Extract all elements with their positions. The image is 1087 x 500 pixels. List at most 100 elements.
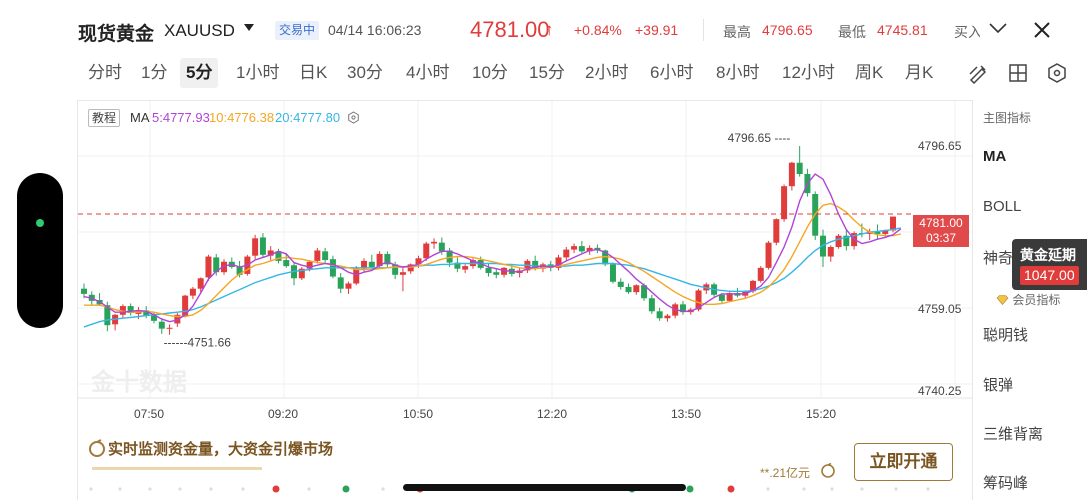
candle-body [438,242,445,252]
sidebar-item-boll[interactable]: BOLL [983,198,1022,215]
candle-body [609,264,616,282]
diamond-icon [996,295,1009,305]
x-tick-label: 07:50 [134,407,165,421]
banner-dot [118,487,122,491]
candle-body [890,216,896,231]
candle-body [236,266,243,275]
tab-period[interactable]: 4小时 [406,63,450,82]
x-tick-label: 13:50 [671,407,702,421]
candle-body [648,298,655,312]
candle-body [641,285,648,299]
candle-body [617,281,624,287]
candle-body [298,268,305,279]
tab-period[interactable]: 1小时 [236,63,280,82]
high-annotation: 4796.65 ---- [728,131,791,145]
quote-datetime: 04/14 16:06:23 [328,22,422,38]
candle-body [407,264,414,272]
candle-body [679,304,686,313]
banner-dot [209,487,213,491]
candle-body [81,288,87,294]
candle-body [633,285,640,293]
candle-body [415,258,422,265]
promo-card[interactable]: 黄金延期 1047.00 [1012,239,1087,290]
floating-handle[interactable] [17,173,63,328]
ma-settings-icon[interactable] [347,111,360,124]
up-arrow-icon: ↑ [545,20,554,39]
candle-body [143,310,150,316]
instrument-title: 现货黄金 [78,24,155,45]
candle-body [275,251,282,261]
low-annotation: ------4751.66 [164,336,232,350]
tab-period-active[interactable]: 5分 [180,58,219,88]
candle-body [843,235,850,247]
sidebar-item-silver-bullet[interactable]: 银弹 [983,377,1014,394]
banner-dot [89,487,93,491]
candle-body [493,272,500,275]
settings-hexagon-icon[interactable] [1046,62,1068,84]
tab-period[interactable]: 1分 [141,63,168,82]
tutorial-button[interactable]: 教程 [88,109,121,127]
tab-period[interactable]: 8小时 [716,63,760,82]
period-tabs: 分时 1分 5分 1小时 日K 30分 4小时 10分 15分 2小时 6小时 … [0,58,1087,88]
candle-body [267,250,274,256]
candle-body [664,315,671,319]
banner-dot [686,485,694,493]
tab-period[interactable]: 30分 [347,63,383,82]
tab-period[interactable]: 2小时 [585,63,629,82]
candle-body [796,162,803,175]
candle-body [399,272,406,275]
tab-period[interactable]: 分时 [88,63,122,82]
x-tick-label: 10:50 [403,407,434,421]
candle-body [423,243,430,259]
candle-body [104,305,111,326]
symbol-dropdown-icon[interactable] [244,24,254,31]
candle-body [749,280,756,292]
tab-period[interactable]: 15分 [529,63,565,82]
candle-body [462,266,469,270]
sidebar-item-ma[interactable]: MA [983,148,1007,165]
candle-body [376,253,383,267]
ma-prefix: MA [130,110,150,125]
banner-dot [342,485,350,493]
sidebar-item-3d-divergence[interactable]: 三维背离 [983,426,1044,443]
candle-body [726,293,733,301]
tab-period[interactable]: 日K [299,63,328,82]
symbol-label[interactable]: XAUUSD [164,21,235,40]
candle-body [485,267,492,274]
tab-period[interactable]: 6小时 [650,63,694,82]
candle-body [656,311,663,319]
banner-dot [926,487,930,491]
promo-title: 黄金延期 [1020,247,1076,263]
sidebar-item-smart-money[interactable]: 聪明钱 [983,327,1029,344]
tab-period[interactable]: 12小时 [782,63,835,82]
draw-tool-icon[interactable] [967,62,989,84]
candle-body [882,230,889,234]
last-price: 4781.00 [470,17,550,42]
member-indicator-label: 会员指标 [996,291,1060,308]
close-icon[interactable] [1032,20,1052,40]
tab-period[interactable]: 月K [905,63,934,82]
candle-body [252,238,259,256]
y-tick-label: 4796.65 [918,139,962,153]
candle-body [781,186,788,220]
layout-grid-icon[interactable] [1007,62,1029,84]
banner-dot [727,485,735,493]
ma20-line [83,227,901,328]
tab-period[interactable]: 周K [855,63,884,82]
candle-body [158,321,165,329]
ma5-value: 5:4777.93 [152,110,210,125]
activate-button[interactable]: 立即开通 [854,443,953,481]
status-dot [36,219,44,227]
candle-body [392,264,399,275]
x-tick-label: 09:20 [268,407,299,421]
high-label: 最高 [723,24,751,40]
y-tick-label: 4740.25 [918,384,962,398]
sidebar-item-chip-peak[interactable]: 筹码峰 [983,475,1029,492]
tab-period[interactable]: 10分 [472,63,508,82]
ma20-value: 20:4777.80 [275,110,341,125]
banner-text: 实时监测资金量，大资金引爆市场 [108,441,334,458]
banner-dot [766,487,770,491]
chevron-down-icon[interactable] [988,20,1008,36]
banner-dot [381,487,385,491]
